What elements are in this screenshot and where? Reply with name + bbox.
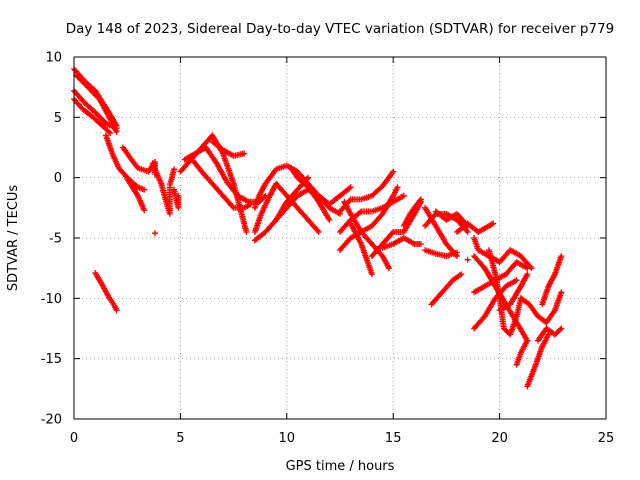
data-track	[190, 157, 254, 211]
data-point-markers	[166, 166, 177, 188]
data-track	[288, 165, 333, 223]
data-point-markers	[486, 247, 524, 338]
data-point-markers	[428, 271, 465, 308]
y-tick-label: -10	[41, 292, 62, 307]
data-track	[539, 253, 565, 308]
data-track	[534, 325, 565, 344]
data-track	[517, 289, 565, 326]
y-tick-label: 5	[54, 111, 62, 126]
data-point-markers	[102, 132, 148, 193]
data-point-markers	[454, 220, 497, 235]
data-track	[151, 159, 158, 177]
data-track	[524, 331, 552, 390]
grid-lines	[74, 57, 606, 419]
y-tick-label: -5	[49, 232, 62, 247]
data-track	[496, 271, 531, 314]
data-track	[166, 166, 177, 188]
data-point-markers	[171, 186, 182, 211]
data-point-markers	[379, 235, 424, 251]
data-point-markers	[92, 270, 120, 314]
y-tick-label: -20	[41, 413, 62, 428]
x-tick-label: 20	[491, 431, 508, 446]
data-track	[486, 247, 524, 338]
data-track	[471, 259, 531, 296]
data-point-markers	[151, 230, 158, 237]
data-point-markers	[190, 157, 254, 211]
data-track	[151, 230, 158, 237]
x-axis-label: GPS time / hours	[286, 459, 395, 474]
data-track	[428, 271, 465, 308]
data-track	[513, 337, 531, 368]
data-point-markers	[151, 159, 158, 177]
y-tick-label: -15	[41, 352, 62, 367]
data-track	[454, 220, 497, 235]
data-track	[464, 256, 471, 263]
data-track	[400, 196, 424, 229]
data-point-markers	[288, 165, 333, 223]
chart-title: Day 148 of 2023, Sidereal Day-to-day VTE…	[66, 21, 615, 37]
data-point-markers	[534, 325, 565, 344]
data-track	[209, 138, 248, 159]
data-track	[422, 204, 460, 260]
data-point-markers	[513, 337, 531, 368]
data-point-markers	[124, 175, 148, 214]
data-track	[368, 198, 424, 260]
data-track	[124, 175, 148, 214]
data-track	[171, 186, 182, 211]
data-point-markers	[471, 259, 531, 296]
data-point-markers	[524, 331, 552, 390]
x-tick-label: 0	[70, 431, 78, 446]
data-point-markers	[422, 204, 460, 260]
x-tick-label: 25	[598, 431, 615, 446]
data-points	[71, 66, 565, 390]
data-track	[102, 132, 148, 193]
data-point-markers	[347, 220, 375, 278]
axis-ticks: 0 5 10 15 20 25 -20 -15 -10 -5 0 5 10	[41, 51, 615, 447]
x-tick-label: 15	[385, 431, 402, 446]
data-point-markers	[517, 289, 565, 326]
data-track	[347, 220, 375, 278]
y-tick-label: 0	[54, 171, 62, 186]
data-point-markers	[368, 198, 424, 260]
data-track	[92, 270, 120, 314]
data-point-markers	[496, 271, 531, 314]
data-point-markers	[464, 256, 471, 263]
x-tick-label: 10	[279, 431, 296, 446]
y-tick-label: 10	[45, 51, 62, 66]
x-tick-label: 5	[176, 431, 184, 446]
data-track	[379, 235, 424, 251]
data-point-markers	[400, 196, 424, 229]
y-axis-label: SDTVAR / TECUs	[6, 185, 21, 292]
data-track	[341, 198, 392, 272]
data-point-markers	[209, 138, 248, 159]
data-point-markers	[341, 198, 392, 272]
data-point-markers	[539, 253, 565, 308]
